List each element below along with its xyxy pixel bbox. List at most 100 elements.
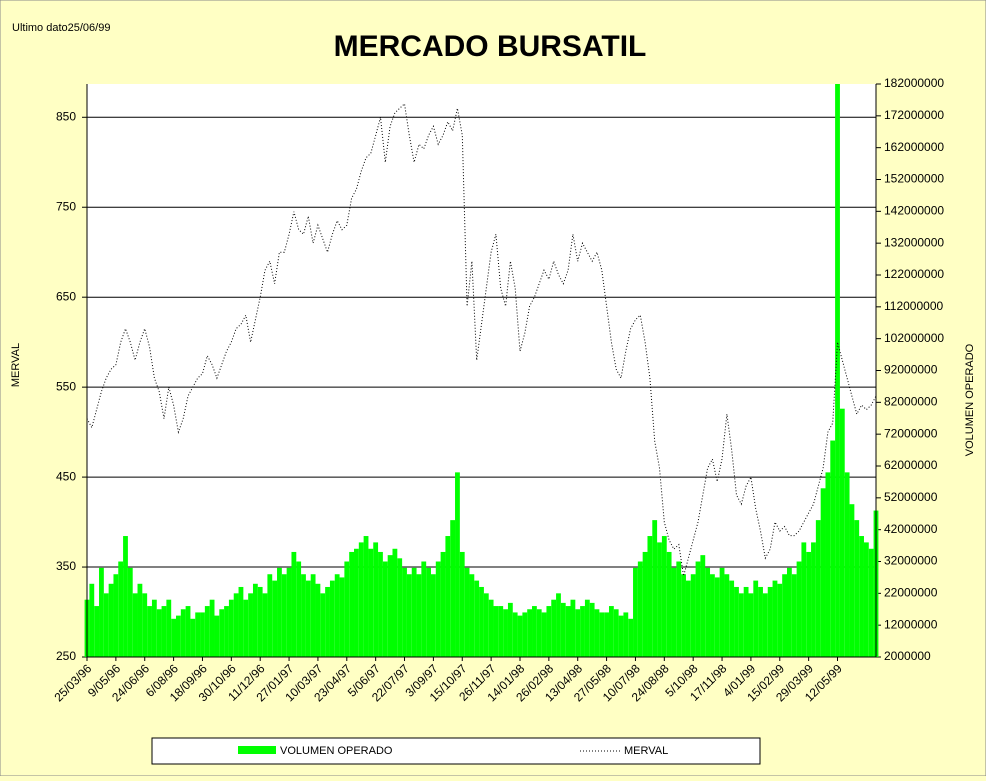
volume-bar xyxy=(618,615,624,657)
volume-bar xyxy=(387,555,393,657)
volume-bar xyxy=(459,551,465,657)
volume-bar xyxy=(623,612,629,657)
volume-bar xyxy=(397,558,403,657)
volume-bar xyxy=(685,580,691,657)
volume-bar xyxy=(305,580,311,657)
volume-bar xyxy=(406,574,412,657)
volume-bar xyxy=(791,574,797,657)
volume-bar xyxy=(507,602,513,657)
volume-bar xyxy=(570,599,576,657)
volume-bar xyxy=(267,574,273,657)
volume-bar xyxy=(176,615,181,657)
volume-bar xyxy=(633,567,638,657)
volume-bar xyxy=(464,567,470,657)
volume-bar xyxy=(575,609,581,657)
volume-bar xyxy=(440,551,446,657)
annotation: Ultimo dato25/06/99 xyxy=(12,22,110,34)
volume-bar xyxy=(320,593,326,657)
volume-bar xyxy=(132,593,138,657)
volume-bar xyxy=(248,593,253,657)
volume-bar xyxy=(233,593,239,657)
volume-bar xyxy=(695,561,701,657)
volume-bar xyxy=(844,472,850,657)
volume-bar xyxy=(286,567,292,657)
volume-bar xyxy=(204,606,210,657)
volume-bar xyxy=(262,593,268,657)
volume-bar xyxy=(589,602,595,657)
y2-tick-label: 82000000 xyxy=(884,395,938,409)
volume-bar xyxy=(642,551,648,657)
volume-bar xyxy=(127,567,133,657)
volume-bar xyxy=(228,599,234,657)
y2-tick-label: 92000000 xyxy=(884,363,938,377)
y2-tick-label: 52000000 xyxy=(884,490,938,504)
volume-bar xyxy=(743,586,749,657)
y2-tick-label: 102000000 xyxy=(884,331,944,345)
volume-bar xyxy=(584,599,590,657)
volume-bar xyxy=(94,606,100,657)
volume-bar xyxy=(820,488,826,657)
volume-bar xyxy=(142,593,148,657)
volume-bar xyxy=(724,574,730,657)
merval-line xyxy=(86,102,877,577)
volume-bar xyxy=(628,618,634,657)
volume-bar xyxy=(137,583,143,657)
volume-bar xyxy=(200,612,205,657)
volume-bar xyxy=(758,586,763,657)
volume-bar xyxy=(421,561,427,657)
volume-bar xyxy=(729,580,735,657)
volume-bar xyxy=(705,567,711,657)
volume-bar xyxy=(580,606,585,657)
plot-area xyxy=(87,84,876,657)
volume-bar xyxy=(123,536,128,657)
legend-label: MERVAL xyxy=(624,745,668,757)
volume-bar xyxy=(661,536,667,657)
volume-bar xyxy=(676,561,682,657)
volume-bar xyxy=(599,612,605,657)
volume-bar xyxy=(594,609,600,657)
volume-bar xyxy=(830,440,836,657)
volume-bar xyxy=(243,599,249,657)
volume-bar xyxy=(151,599,157,657)
volume-bar xyxy=(378,551,383,657)
volume-bar xyxy=(863,542,869,657)
y-tick-label: 450 xyxy=(56,469,76,483)
volume-bar xyxy=(108,583,114,657)
y2-tick-label: 62000000 xyxy=(884,458,938,472)
volume-bar xyxy=(358,542,364,657)
volume-bar xyxy=(666,551,672,657)
legend-label: VOLUMEN OPERADO xyxy=(280,745,393,757)
volume-bar xyxy=(224,606,229,657)
volume-bar xyxy=(455,472,460,657)
volume-bar xyxy=(532,606,537,657)
volume-bar xyxy=(185,606,191,657)
volume-bar xyxy=(180,609,186,657)
volume-bar xyxy=(753,580,759,657)
y-tick-label: 750 xyxy=(56,199,76,213)
volume-bar xyxy=(166,599,172,657)
chart-title: MERCADO BURSATIL xyxy=(334,30,647,63)
volume-bar xyxy=(608,606,614,657)
y2-tick-label: 162000000 xyxy=(884,140,944,154)
volume-bar xyxy=(272,580,278,657)
volume-bar xyxy=(512,612,518,657)
volume-bar xyxy=(281,574,287,657)
volume-bar xyxy=(503,609,508,657)
volume-bar xyxy=(488,599,494,657)
volume-bar xyxy=(734,586,739,657)
volume-bar xyxy=(825,472,831,657)
volume-bar xyxy=(161,606,167,657)
volume-bar xyxy=(565,606,571,657)
volume-bar xyxy=(435,561,441,657)
y-tick-label: 850 xyxy=(56,109,76,123)
volume-bar xyxy=(147,606,152,657)
volume-bar xyxy=(657,542,662,657)
volume-bar xyxy=(277,567,282,657)
volume-bar xyxy=(103,593,109,657)
volume-bar xyxy=(796,561,802,657)
volume-bar xyxy=(450,520,456,657)
volume-bar xyxy=(430,574,436,657)
volume-bar xyxy=(99,567,104,657)
y2-tick-label: 72000000 xyxy=(884,426,938,440)
